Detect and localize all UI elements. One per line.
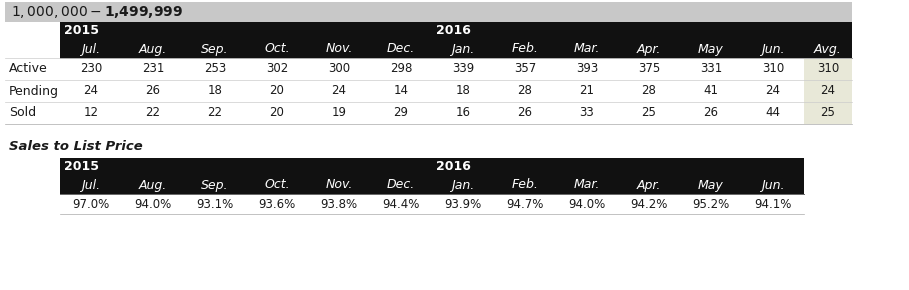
Text: 25: 25 — [642, 106, 656, 119]
Text: 375: 375 — [638, 63, 660, 75]
Text: 28: 28 — [517, 84, 533, 97]
Text: Oct.: Oct. — [265, 43, 290, 55]
Text: 18: 18 — [207, 84, 223, 97]
Text: Jul.: Jul. — [82, 179, 101, 191]
Text: 33: 33 — [580, 106, 594, 119]
Text: 393: 393 — [576, 63, 598, 75]
Text: 26: 26 — [517, 106, 533, 119]
Text: Jun.: Jun. — [761, 43, 784, 55]
Text: 97.0%: 97.0% — [73, 197, 110, 211]
Text: Jan.: Jan. — [452, 43, 474, 55]
Text: 14: 14 — [394, 84, 408, 97]
Bar — [804, 80, 852, 102]
Text: Nov.: Nov. — [325, 179, 353, 191]
Text: 22: 22 — [207, 106, 223, 119]
Text: Sales to List Price: Sales to List Price — [9, 140, 143, 153]
Text: 41: 41 — [704, 84, 718, 97]
Text: Aug.: Aug. — [139, 179, 167, 191]
Text: 93.9%: 93.9% — [445, 197, 482, 211]
Text: May: May — [698, 43, 724, 55]
Text: 29: 29 — [394, 106, 408, 119]
Bar — [60, 158, 804, 176]
Text: Oct.: Oct. — [265, 179, 290, 191]
Text: Pending: Pending — [9, 84, 59, 97]
Text: Dec.: Dec. — [387, 179, 415, 191]
Text: 16: 16 — [455, 106, 471, 119]
Text: 24: 24 — [765, 84, 781, 97]
Text: 24: 24 — [821, 84, 835, 97]
Text: Sold: Sold — [9, 106, 36, 119]
Text: Sep.: Sep. — [201, 43, 229, 55]
Text: 24: 24 — [84, 84, 98, 97]
Text: Apr.: Apr. — [637, 179, 661, 191]
Text: 357: 357 — [514, 63, 536, 75]
Text: 300: 300 — [328, 63, 350, 75]
Text: Jul.: Jul. — [82, 43, 101, 55]
Text: 2016: 2016 — [436, 160, 471, 173]
Text: 18: 18 — [455, 84, 471, 97]
Text: Aug.: Aug. — [139, 43, 167, 55]
Text: 94.0%: 94.0% — [568, 197, 605, 211]
Text: Jan.: Jan. — [452, 179, 474, 191]
Text: 94.2%: 94.2% — [630, 197, 668, 211]
Text: 93.6%: 93.6% — [258, 197, 295, 211]
Text: 44: 44 — [765, 106, 781, 119]
Bar — [60, 176, 804, 194]
Text: 2016: 2016 — [436, 24, 471, 37]
Bar — [5, 2, 852, 22]
Text: 253: 253 — [204, 63, 226, 75]
Text: Nov.: Nov. — [325, 43, 353, 55]
Text: 26: 26 — [145, 84, 161, 97]
Text: 95.2%: 95.2% — [693, 197, 730, 211]
Text: $1,000,000 - $1,499,999: $1,000,000 - $1,499,999 — [11, 4, 184, 20]
Text: 94.1%: 94.1% — [754, 197, 792, 211]
Text: 93.8%: 93.8% — [321, 197, 357, 211]
Text: Feb.: Feb. — [512, 43, 538, 55]
Text: 230: 230 — [80, 63, 102, 75]
Text: Feb.: Feb. — [512, 179, 538, 191]
Text: 94.7%: 94.7% — [506, 197, 544, 211]
Text: 2015: 2015 — [64, 24, 99, 37]
Text: Sep.: Sep. — [201, 179, 229, 191]
Text: 19: 19 — [332, 106, 346, 119]
Text: 22: 22 — [145, 106, 161, 119]
Bar — [804, 102, 852, 124]
Text: 302: 302 — [265, 63, 288, 75]
Text: 94.4%: 94.4% — [383, 197, 420, 211]
Text: 231: 231 — [142, 63, 165, 75]
Text: Mar.: Mar. — [574, 179, 600, 191]
Text: Active: Active — [9, 63, 48, 75]
Text: Dec.: Dec. — [387, 43, 415, 55]
Text: 28: 28 — [642, 84, 656, 97]
Text: 298: 298 — [390, 63, 412, 75]
Text: 20: 20 — [270, 84, 285, 97]
Text: 26: 26 — [704, 106, 718, 119]
Text: 331: 331 — [700, 63, 722, 75]
Text: 93.1%: 93.1% — [196, 197, 234, 211]
Text: 2015: 2015 — [64, 160, 99, 173]
Text: Avg.: Avg. — [814, 43, 842, 55]
Text: 310: 310 — [817, 63, 839, 75]
Text: 94.0%: 94.0% — [135, 197, 172, 211]
Text: Apr.: Apr. — [637, 43, 661, 55]
Text: 21: 21 — [580, 84, 594, 97]
Text: Mar.: Mar. — [574, 43, 600, 55]
Bar — [60, 22, 852, 40]
Text: 339: 339 — [452, 63, 474, 75]
Text: Jun.: Jun. — [761, 179, 784, 191]
Text: 24: 24 — [332, 84, 346, 97]
Text: May: May — [698, 179, 724, 191]
Bar — [804, 58, 852, 80]
Text: 310: 310 — [762, 63, 784, 75]
Text: 20: 20 — [270, 106, 285, 119]
Text: 25: 25 — [821, 106, 835, 119]
Text: 12: 12 — [84, 106, 98, 119]
Bar — [60, 40, 852, 58]
